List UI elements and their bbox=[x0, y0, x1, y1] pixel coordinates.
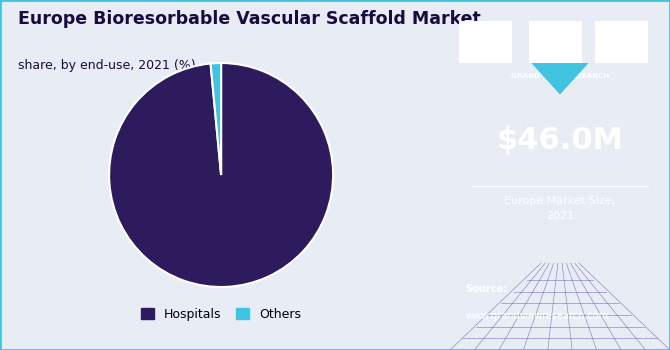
Polygon shape bbox=[531, 63, 588, 94]
FancyBboxPatch shape bbox=[529, 21, 582, 63]
Text: share, by end-use, 2021 (%): share, by end-use, 2021 (%) bbox=[18, 60, 196, 72]
Text: www.grandviewresearch.com: www.grandviewresearch.com bbox=[466, 311, 608, 321]
Text: $46.0M: $46.0M bbox=[496, 126, 624, 154]
FancyBboxPatch shape bbox=[595, 21, 648, 63]
Legend: Hospitals, Others: Hospitals, Others bbox=[137, 302, 306, 326]
Text: GRAND VIEW RESEARCH: GRAND VIEW RESEARCH bbox=[511, 74, 609, 79]
FancyBboxPatch shape bbox=[459, 21, 512, 63]
Wedge shape bbox=[210, 63, 221, 175]
Text: Source:: Source: bbox=[466, 284, 507, 294]
Wedge shape bbox=[109, 63, 333, 287]
Text: Europe Market Size,
2021: Europe Market Size, 2021 bbox=[505, 196, 616, 221]
Text: Europe Bioresorbable Vascular Scaffold Market: Europe Bioresorbable Vascular Scaffold M… bbox=[18, 10, 481, 28]
